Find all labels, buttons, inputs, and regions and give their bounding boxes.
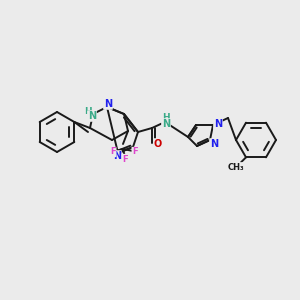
Text: N: N [210, 139, 218, 149]
Text: F: F [122, 154, 128, 164]
Text: H: H [84, 106, 92, 116]
Text: N: N [113, 151, 121, 161]
Text: CH₃: CH₃ [228, 163, 244, 172]
Text: N: N [88, 111, 96, 121]
Text: N: N [162, 119, 170, 129]
Text: F: F [132, 148, 138, 157]
Text: N: N [104, 99, 112, 109]
Text: F: F [110, 148, 116, 157]
Text: H: H [162, 113, 170, 122]
Text: N: N [214, 119, 222, 129]
Text: O: O [154, 139, 162, 149]
